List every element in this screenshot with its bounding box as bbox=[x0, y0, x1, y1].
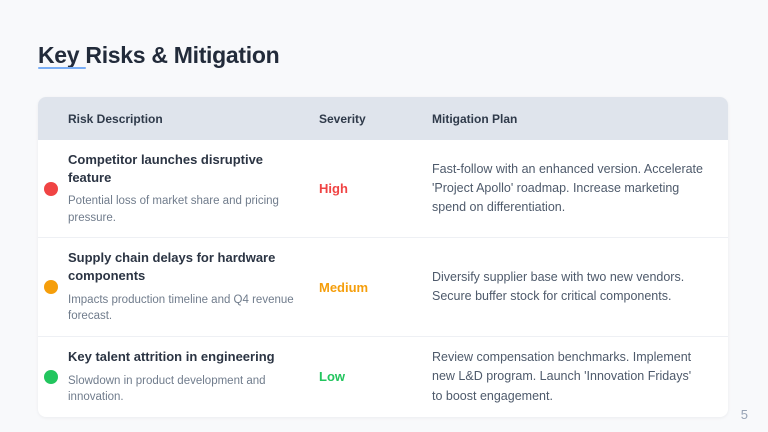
severity-label: Low bbox=[319, 369, 345, 385]
table-row: Supply chain delays for hardware compone… bbox=[38, 237, 728, 335]
risk-detail: Potential loss of market share and prici… bbox=[68, 195, 279, 224]
risk-title: Competitor launches disruptive feature bbox=[68, 152, 264, 185]
risk-title: Key talent attrition in engineering bbox=[68, 348, 275, 364]
risk-table: Risk Description Severity Mitigation Pla… bbox=[38, 97, 728, 417]
page-number: 5 bbox=[740, 407, 748, 422]
table-row: Competitor launches disruptive feature P… bbox=[38, 140, 728, 237]
risk-title: Supply chain delays for hardware compone… bbox=[68, 250, 276, 283]
column-header-severity: Severity bbox=[319, 111, 366, 126]
risk-detail: Impacts production timeline and Q4 reven… bbox=[68, 293, 294, 323]
page-title: Key Risks & Mitigation bbox=[38, 42, 280, 68]
severity-label: High bbox=[319, 181, 348, 197]
risk-detail: Slowdown in product development and inno… bbox=[68, 374, 266, 404]
table-row: Key talent attrition in engineering Slow… bbox=[38, 335, 728, 417]
mitigation-text: Review compensation benchmarks. Implemen… bbox=[432, 349, 692, 403]
column-header-mitigation: Mitigation Plan bbox=[432, 111, 518, 126]
title-accent-underline bbox=[38, 67, 86, 69]
severity-label: Medium bbox=[319, 279, 369, 295]
mitigation-text: Fast-follow with an enhanced version. Ac… bbox=[432, 161, 703, 215]
status-dot-icon bbox=[44, 181, 58, 196]
table-header-row: Risk Description Severity Mitigation Pla… bbox=[38, 97, 728, 140]
column-header-risk: Risk Description bbox=[68, 111, 163, 126]
mitigation-text: Diversify supplier base with two new ven… bbox=[432, 269, 685, 304]
status-dot-icon bbox=[44, 280, 58, 295]
status-dot-icon bbox=[44, 369, 58, 384]
